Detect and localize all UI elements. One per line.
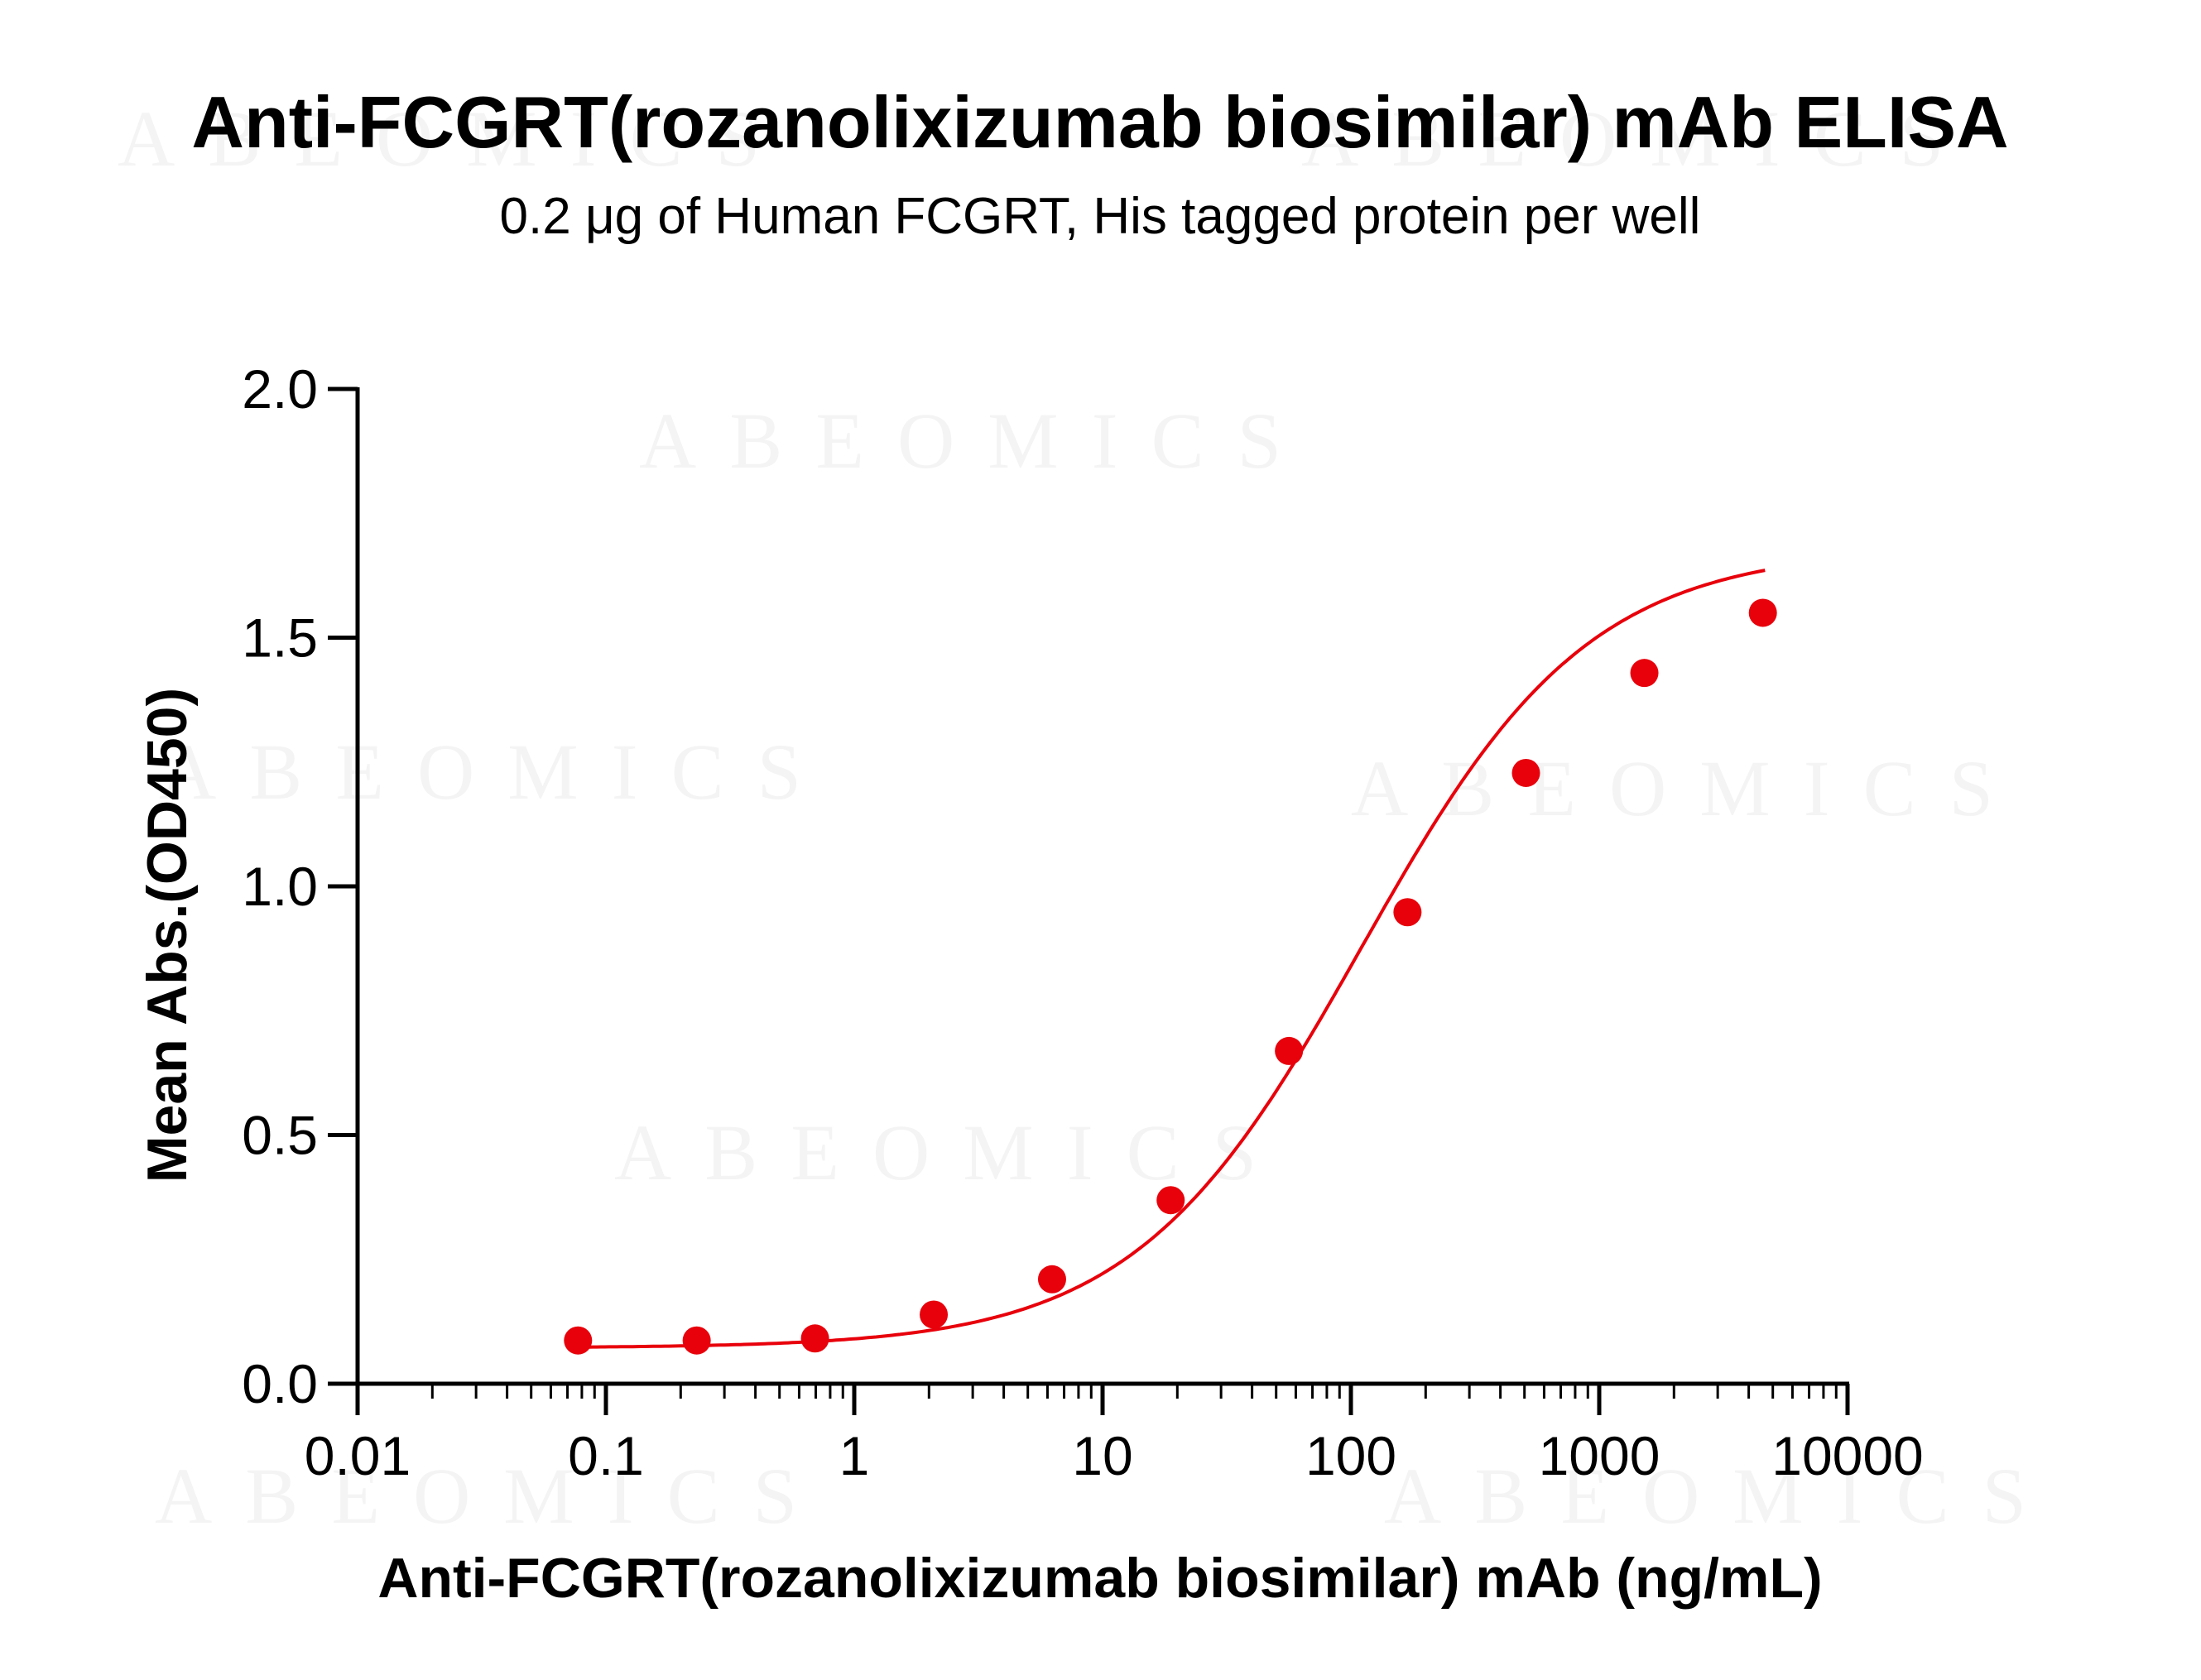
x-axis-ticks: 0.01 0.1 1 10 100 1000 10000 bbox=[305, 1384, 1924, 1486]
data-point bbox=[1393, 898, 1422, 927]
x-tick-label: 100 bbox=[1305, 1425, 1396, 1486]
watermark-text: ABEOMICS bbox=[155, 1452, 830, 1540]
data-point bbox=[1748, 598, 1777, 627]
axes bbox=[355, 387, 1849, 1386]
y-axis-label: Mean Abs.(OD450) bbox=[136, 688, 199, 1183]
y-tick-label: 0.5 bbox=[242, 1105, 318, 1166]
chart-title: Anti-FCGRT(rozanolixizumab biosimilar) m… bbox=[191, 81, 2008, 163]
data-point bbox=[564, 1326, 593, 1355]
x-tick-label: 10000 bbox=[1771, 1425, 1924, 1486]
watermark-layer: ABEOMICS ABEOMICS ABEOMICS ABEOMICS ABEOMICS… bbox=[118, 94, 2059, 1540]
data-point bbox=[800, 1324, 829, 1353]
data-point bbox=[1156, 1186, 1185, 1215]
watermark-text: ABEOMICS bbox=[159, 727, 834, 816]
chart-subtitle: 0.2 μg of Human FCGRT, His tagged protei… bbox=[500, 188, 1701, 245]
data-point bbox=[1275, 1036, 1304, 1065]
watermark-text: ABEOMICS bbox=[118, 94, 793, 183]
y-tick-label: 0.0 bbox=[242, 1353, 318, 1414]
y-tick-label: 1.5 bbox=[242, 607, 318, 669]
watermark-text: ABEOMICS bbox=[1384, 1452, 2059, 1540]
data-point bbox=[1037, 1265, 1066, 1294]
x-tick-label: 1000 bbox=[1539, 1425, 1660, 1486]
y-tick-label: 2.0 bbox=[242, 358, 318, 420]
data-point bbox=[1630, 659, 1659, 688]
y-tick-label: 1.0 bbox=[242, 856, 318, 917]
watermark-text: ABEOMICS bbox=[639, 396, 1314, 485]
x-tick-label: 0.01 bbox=[305, 1425, 411, 1486]
x-tick-label: 1 bbox=[839, 1425, 870, 1486]
watermark-text: ABEOMICS bbox=[1351, 744, 2026, 833]
data-point bbox=[1511, 758, 1540, 787]
watermark-text: ABEOMICS bbox=[614, 1108, 1290, 1197]
data-point bbox=[920, 1300, 949, 1329]
watermark-text: ABEOMICS bbox=[1301, 94, 1977, 183]
data-points bbox=[564, 598, 1777, 1355]
x-tick-label: 0.1 bbox=[568, 1425, 644, 1486]
fitted-curve bbox=[569, 569, 1766, 1349]
x-tick-label: 10 bbox=[1072, 1425, 1132, 1486]
x-axis-label: Anti-FCGRT(rozanolixizumab biosimilar) m… bbox=[377, 1547, 1822, 1610]
data-point bbox=[682, 1326, 711, 1355]
y-axis-ticks: 0.0 0.5 1.0 1.5 2.0 bbox=[242, 358, 358, 1414]
